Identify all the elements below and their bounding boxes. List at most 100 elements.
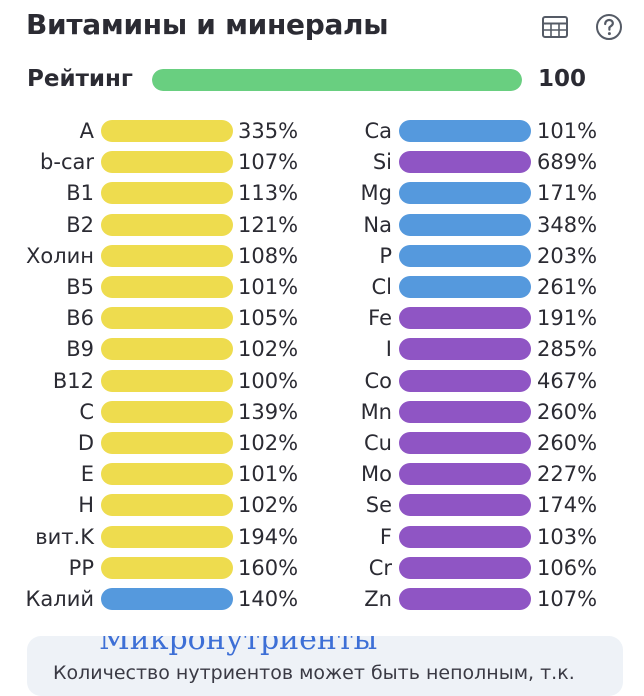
mineral-row[interactable]: Cl 261%	[0, 274, 644, 300]
nutrient-label: B9	[66, 337, 94, 362]
nutrient-bar	[101, 556, 233, 579]
vitamin-row[interactable]: Холин 108%	[0, 243, 644, 269]
nutrient-bar	[399, 338, 531, 361]
nutrient-bar	[399, 244, 531, 267]
mineral-row[interactable]: Fe 191%	[0, 305, 644, 331]
help-icon	[596, 14, 622, 40]
info-title: Микронутриенты	[99, 636, 378, 657]
nutrient-label: Cu	[364, 431, 392, 455]
nutrient-percent: 348%	[537, 212, 598, 237]
mineral-row[interactable]: Mg 171%	[0, 180, 644, 206]
mineral-row[interactable]: Na 348%	[0, 212, 644, 238]
nutrient-bar	[399, 400, 531, 423]
nutrient-percent: 101%	[238, 462, 299, 487]
mineral-row[interactable]: Mo 227%	[0, 461, 644, 487]
mineral-row[interactable]: Cr 106%	[0, 555, 644, 581]
table-view-button[interactable]	[540, 12, 570, 42]
mineral-row[interactable]: P 203%	[0, 243, 644, 269]
nutrient-label: Mo	[361, 462, 392, 487]
nutrient-label: Si	[372, 150, 392, 175]
nutrient-label: H	[78, 493, 94, 518]
nutrient-label: B12	[52, 368, 94, 393]
nutrient-percent: 121%	[238, 212, 299, 237]
nutrient-bar	[399, 432, 531, 454]
nutrient-bar	[399, 525, 531, 548]
vitamin-row[interactable]: B2 121%	[0, 212, 644, 238]
nutrient-percent: 105%	[238, 306, 299, 331]
vitamin-row[interactable]: H 102%	[0, 492, 644, 518]
nutrient-label: Mn	[360, 399, 392, 424]
nutrient-label: F	[379, 524, 392, 549]
vitamin-row[interactable]: B5 101%	[0, 274, 644, 300]
nutrient-bar	[101, 213, 233, 236]
nutrient-percent: 160%	[238, 555, 299, 580]
vitamin-row[interactable]: Калий 140%	[0, 586, 644, 612]
nutrient-percent: 174%	[537, 493, 598, 518]
vitamin-row[interactable]: E 101%	[0, 461, 644, 487]
mineral-row[interactable]: Ca 101%	[0, 118, 644, 144]
nutrient-label: Cr	[368, 555, 392, 580]
vitamins-minerals-card: Витамины и минералы Рейтинг 100 A 335% b-c…	[0, 8, 644, 696]
nutrient-bar	[399, 276, 531, 298]
nutrient-bar	[399, 369, 531, 392]
rating-label: Рейтинг	[27, 66, 133, 92]
nutrient-label: B2	[66, 212, 94, 237]
nutrient-bar	[399, 588, 531, 610]
vitamin-row[interactable]: PP 160%	[0, 555, 644, 581]
mineral-row[interactable]: I 285%	[0, 336, 644, 362]
nutrient-percent: 103%	[537, 524, 598, 549]
nutrient-bar	[399, 213, 531, 236]
rating-bar-fill	[152, 69, 522, 91]
nutrient-bar	[101, 338, 233, 361]
nutrient-bar	[101, 588, 233, 610]
nutrient-percent: 260%	[537, 399, 598, 424]
nutrient-percent: 101%	[537, 119, 598, 143]
vitamin-row[interactable]: B1 113%	[0, 180, 644, 206]
rating-bar	[152, 69, 522, 91]
nutrient-label: C	[79, 399, 94, 424]
nutrient-bar	[101, 276, 233, 298]
vitamin-row[interactable]: вит.K 194%	[0, 524, 644, 550]
vitamin-row[interactable]: C 139%	[0, 399, 644, 425]
vitamin-row[interactable]: D 102%	[0, 430, 644, 456]
mineral-row[interactable]: Mn 260%	[0, 399, 644, 425]
nutrient-label: Холин	[25, 243, 94, 268]
nutrient-percent: 101%	[238, 275, 299, 299]
nutrient-percent: 107%	[537, 587, 598, 611]
nutrient-percent: 102%	[238, 493, 299, 518]
mineral-row[interactable]: Co 467%	[0, 368, 644, 394]
vitamin-row[interactable]: B6 105%	[0, 305, 644, 331]
nutrient-percent: 285%	[537, 337, 598, 362]
nutrient-percent: 191%	[537, 306, 598, 331]
nutrient-label: Na	[363, 212, 392, 237]
nutrient-bar	[101, 400, 233, 423]
nutrient-label: I	[385, 337, 392, 362]
vitamin-row[interactable]: B12 100%	[0, 368, 644, 394]
nutrient-bar	[399, 463, 531, 486]
mineral-row[interactable]: Se 174%	[0, 492, 644, 518]
nutrient-percent: 335%	[238, 119, 299, 143]
nutrient-bar	[101, 432, 233, 454]
nutrient-label: Co	[364, 368, 392, 393]
nutrient-label: PP	[68, 555, 94, 580]
nutrient-bar	[399, 182, 531, 205]
help-button[interactable]	[594, 12, 624, 42]
vitamin-row[interactable]: B9 102%	[0, 336, 644, 362]
mineral-row[interactable]: Si 689%	[0, 149, 644, 175]
table-icon	[542, 16, 568, 38]
nutrient-percent: 113%	[238, 181, 299, 206]
nutrient-percent: 140%	[238, 587, 299, 611]
info-text: Количество нутриентов может быть неполны…	[53, 662, 575, 684]
nutrient-percent: 106%	[537, 555, 598, 580]
nutrient-label: Zn	[364, 587, 392, 611]
nutrient-bar	[101, 182, 233, 205]
mineral-row[interactable]: Zn 107%	[0, 586, 644, 612]
nutrient-label: Mg	[360, 181, 392, 206]
mineral-row[interactable]: F 103%	[0, 524, 644, 550]
nutrient-bar	[399, 556, 531, 579]
vitamin-row[interactable]: A 335%	[0, 118, 644, 144]
mineral-row[interactable]: Cu 260%	[0, 430, 644, 456]
nutrient-bar	[101, 244, 233, 267]
vitamin-row[interactable]: b-car 107%	[0, 149, 644, 175]
nutrient-bar	[101, 120, 233, 142]
